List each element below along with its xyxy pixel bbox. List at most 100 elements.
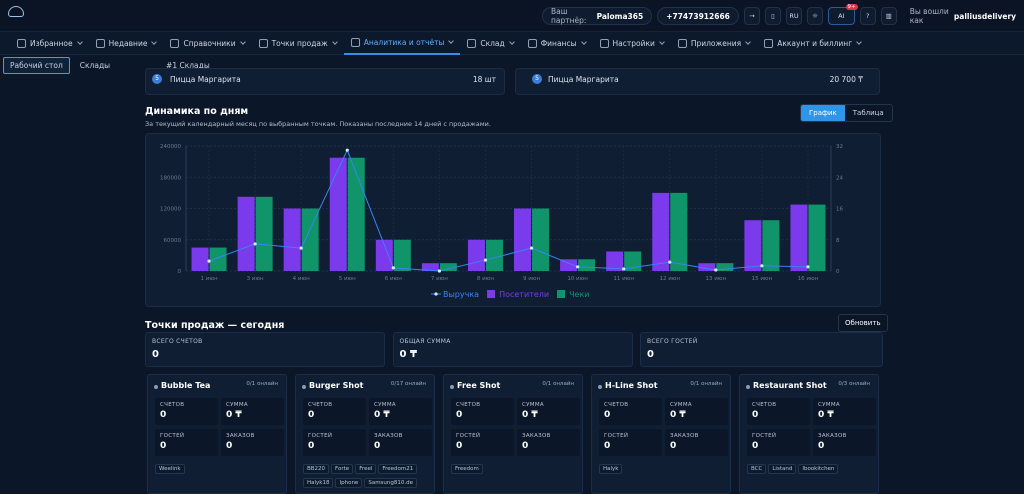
point-card[interactable]: Burger Shot 0/17 онлайн СЧЕТОВ 0 СУММА 0 ₸ ГОС…: [295, 374, 435, 494]
status-dot: [302, 385, 306, 389]
theme-button[interactable]: ☼: [807, 7, 824, 25]
tag: Ibookitchen: [798, 464, 839, 474]
line-point: [345, 148, 349, 152]
y-tick-label: 180000: [160, 175, 181, 181]
legend-label: Выручка: [443, 290, 479, 299]
line-point: [668, 260, 672, 264]
nav-item[interactable]: Склад: [460, 32, 520, 55]
nav-item[interactable]: Избранное: [10, 32, 89, 55]
nav-item[interactable]: Справочники: [163, 32, 251, 55]
logo[interactable]: [8, 6, 24, 17]
stat-box: ЗАКАЗОВ 0: [665, 429, 728, 456]
nav-item[interactable]: Финансы: [521, 32, 593, 55]
stat-label: СУММА: [522, 402, 544, 408]
line-point: [622, 267, 626, 271]
layout-button[interactable]: ▯: [764, 7, 781, 25]
bar: [532, 208, 550, 271]
nav-item[interactable]: Аккаунт и биллинг: [757, 32, 868, 55]
point-card[interactable]: Bubble Tea 0/1 онлайн СЧЕТОВ 0 СУММА 0 ₸ ГОСТЕ…: [147, 374, 287, 494]
nav-item[interactable]: Аналитика и отчёты: [343, 32, 461, 55]
y-tick-label: 60000: [164, 238, 182, 244]
ai-button[interactable]: AI 9+: [828, 4, 858, 25]
stat-box: СУММА 0 ₸: [813, 398, 876, 425]
stat-value: 0: [456, 410, 463, 420]
top-card: 5 Пицца Маргарита 20 700 ₸: [515, 68, 880, 95]
summary-box: ВСЕГО ГОСТЕЙ 0: [640, 332, 883, 367]
book-button[interactable]: ▥: [880, 7, 897, 25]
tag: Freedom21: [378, 464, 418, 474]
status-dot: [450, 385, 454, 389]
summary-label: ОБЩАЯ СУММА: [399, 338, 451, 345]
y2-tick-label: 16: [836, 207, 843, 213]
user-label: Вы вошли как: [909, 7, 949, 25]
tabs: Рабочий стол Склады #1 Склады: [0, 56, 1024, 74]
stat-label: ЗАКАЗОВ: [818, 433, 847, 439]
card-name: H-Line Shot: [605, 381, 658, 390]
x-tick-label: 5 июн: [339, 276, 356, 282]
card-online: 0/1 онлайн: [690, 381, 722, 387]
bar: [762, 220, 780, 271]
phone[interactable]: +77473912666: [657, 7, 739, 25]
refresh-button[interactable]: Обновить: [838, 314, 888, 332]
x-tick-label: 12 июн: [659, 276, 680, 282]
lang-button[interactable]: RU: [785, 7, 803, 25]
stat-box: СЧЕТОВ 0: [155, 398, 218, 425]
card-name: Restaurant Shot: [753, 381, 827, 390]
tab[interactable]: Рабочий стол: [3, 56, 70, 74]
stat-value: 0: [456, 441, 463, 451]
bar: [375, 239, 393, 271]
section-title: Динамика по дням: [145, 106, 249, 117]
bar: [347, 157, 365, 271]
tab[interactable]: Склады: [79, 60, 111, 70]
login-button[interactable]: →: [743, 7, 760, 25]
summary-value: 0 ₸: [399, 349, 417, 360]
nav-item[interactable]: Приложения: [671, 32, 757, 55]
stat-value: 0: [522, 441, 529, 451]
bar: [283, 208, 301, 271]
nav-item[interactable]: Недавние: [89, 32, 164, 55]
card-value: 20 700 ₸: [829, 75, 863, 84]
stat-value: 0: [670, 441, 677, 451]
stat-value: 0: [604, 410, 611, 420]
toggle-table[interactable]: Таблица: [852, 109, 884, 117]
summary-value: 0: [152, 349, 159, 360]
toggle-chart[interactable]: График: [801, 105, 845, 121]
stat-value: 0 ₸: [670, 410, 686, 420]
nav-item[interactable]: Настройки: [593, 32, 671, 55]
y2-tick-label: 24: [836, 175, 843, 181]
stat-box: ГОСТЕЙ 0: [303, 429, 366, 456]
bar: [606, 251, 624, 271]
tab[interactable]: #1 Склады: [166, 60, 210, 70]
point-card[interactable]: Restaurant Shot 0/3 онлайн СЧЕТОВ 0 СУММА 0 ₸…: [739, 374, 879, 494]
bar: [209, 247, 227, 271]
point-card[interactable]: Free Shot 0/1 онлайн СЧЕТОВ 0 СУММА 0 ₸ ГОСТЕЙ…: [443, 374, 583, 494]
bar: [514, 208, 532, 271]
summary-value: 0: [647, 349, 654, 360]
line-point: [483, 258, 488, 262]
card-value: 18 шт: [472, 75, 496, 84]
user[interactable]: Вы вошли как palliusdelivery: [902, 7, 1024, 25]
legend-label: Чеки: [569, 290, 589, 299]
line-point: [806, 265, 810, 269]
partner[interactable]: Ваш партнёр: Paloma365: [542, 7, 653, 25]
line-point: [207, 259, 211, 263]
stat-box: ГОСТЕЙ 0: [451, 429, 514, 456]
line-point: [437, 269, 441, 273]
bar: [670, 192, 688, 271]
stat-box: ЗАКАЗОВ 0: [221, 429, 284, 456]
stat-label: СЧЕТОВ: [752, 402, 777, 408]
line-point: [714, 268, 718, 272]
stat-box: СУММА 0 ₸: [221, 398, 284, 425]
stat-value: 0 ₸: [226, 410, 242, 420]
point-card[interactable]: H-Line Shot 0/1 онлайн СЧЕТОВ 0 СУММА 0 ₸ ГОСТ…: [591, 374, 731, 494]
bar: [790, 204, 808, 271]
stat-box: СЧЕТОВ 0: [747, 398, 810, 425]
stat-box: СУММА 0 ₸: [517, 398, 580, 425]
help-button[interactable]: ?: [859, 7, 876, 25]
nav-item[interactable]: Точки продаж: [252, 32, 344, 55]
summary-label: ВСЕГО ГОСТЕЙ: [647, 338, 698, 345]
stat-value: 0 ₸: [818, 410, 834, 420]
bar: [439, 263, 457, 271]
bar: [467, 239, 485, 271]
